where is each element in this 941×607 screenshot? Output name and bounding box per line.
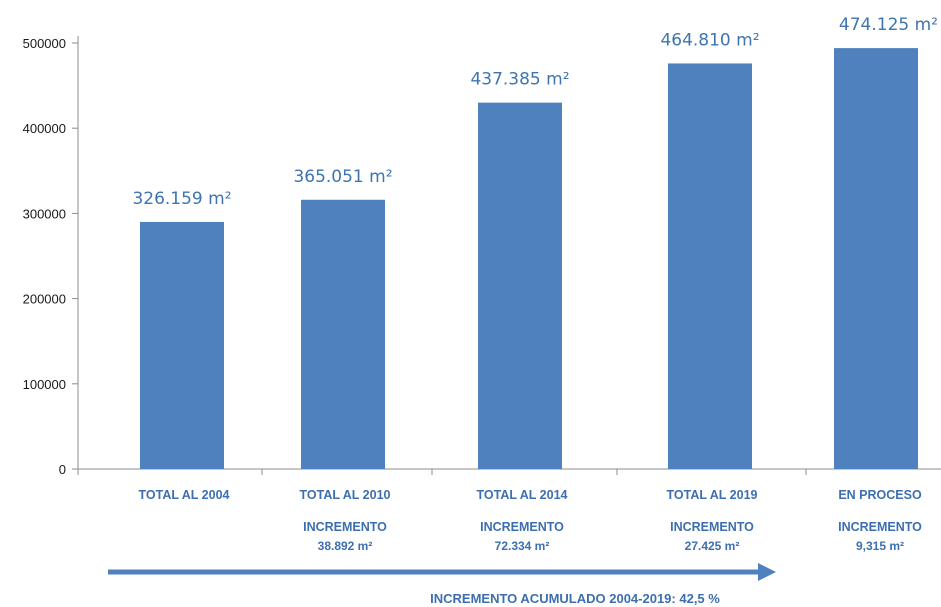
y-tick-label: 400000 [23,121,66,136]
y-tick-label: 100000 [23,377,66,392]
bar [668,63,752,469]
increment-value: 38.892 m² [318,539,373,553]
increment-value: 9,315 m² [856,539,904,553]
y-tick-label: 300000 [23,206,66,221]
x-tick-label: TOTAL AL 2004 [138,488,229,502]
increment-label: INCREMENTO [670,520,754,534]
bar [140,221,224,469]
increment-value: 27.425 m² [685,539,740,553]
accumulated-arrow: INCREMENTO ACUMULADO 2004-2019: 42,5 % [108,563,776,606]
x-tick-label: TOTAL AL 2019 [666,488,757,502]
bar [834,48,918,469]
y-tick-label: 500000 [23,36,66,51]
bar-value-label: 464.810 m² [660,30,759,50]
y-tick-label: 200000 [23,292,66,307]
x-tick-label: EN PROCESO [838,488,922,502]
bar [301,199,385,469]
increment-label: INCREMENTO [480,520,564,534]
arrow-head [758,563,776,581]
bar [478,102,562,469]
bar-value-label: 474.125 m² [839,15,938,35]
axes: 0 100000 200000 300000 400000 500000 [23,36,941,477]
increment-value: 72.334 m² [495,539,550,553]
bar-value-label: 365.051 m² [293,167,392,187]
x-tick-label: TOTAL AL 2010 [299,488,390,502]
increment-label: INCREMENTO [838,520,922,534]
bars [140,48,918,469]
bar-value-label: 437.385 m² [470,70,569,90]
increment-label: INCREMENTO [303,520,387,534]
x-tick-label: TOTAL AL 2014 [476,488,567,502]
y-tick-label: 0 [59,462,66,477]
labels: 326.159 m² TOTAL AL 2004 365.051 m² TOTAL A… [132,15,938,553]
accumulated-increment-label: INCREMENTO ACUMULADO 2004-2019: 42,5 % [430,591,720,606]
bar-value-label: 326.159 m² [132,189,231,209]
